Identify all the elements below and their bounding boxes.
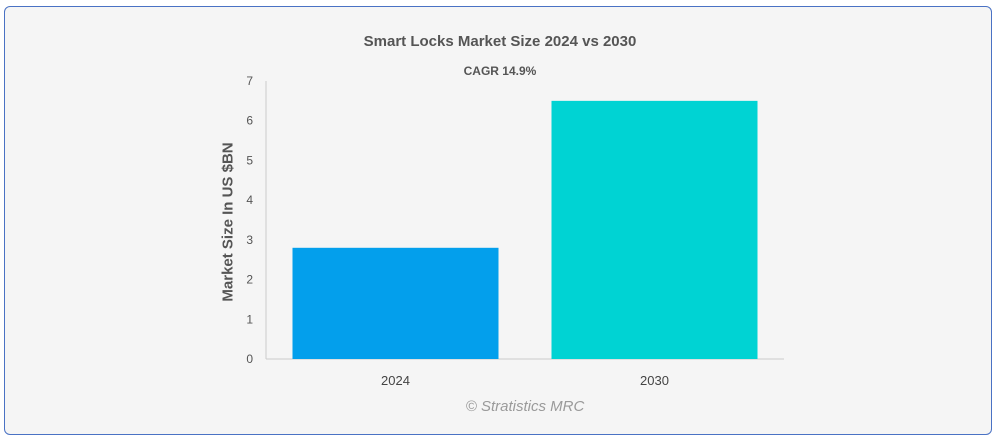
bar-2024 (292, 247, 499, 359)
x-tick-label: 2024 (381, 373, 410, 388)
x-tick-label: 2030 (640, 373, 669, 388)
y-tick-label: 1 (246, 312, 253, 326)
y-tick-label: 0 (246, 352, 253, 366)
bar-2030 (551, 100, 758, 359)
chart-subtitle: CAGR 14.9% (463, 64, 537, 78)
y-tick-label: 4 (246, 193, 253, 207)
chart-card (4, 6, 992, 435)
watermark: © Stratistics MRC (465, 398, 585, 415)
y-tick-label: 7 (246, 74, 253, 88)
y-tick-label: 2 (246, 273, 253, 287)
y-tick-label: 5 (246, 153, 253, 167)
y-tick-label: 6 (246, 114, 253, 128)
y-tick-label: 3 (246, 233, 253, 247)
chart-title: Smart Locks Market Size 2024 vs 2030 (363, 33, 637, 50)
